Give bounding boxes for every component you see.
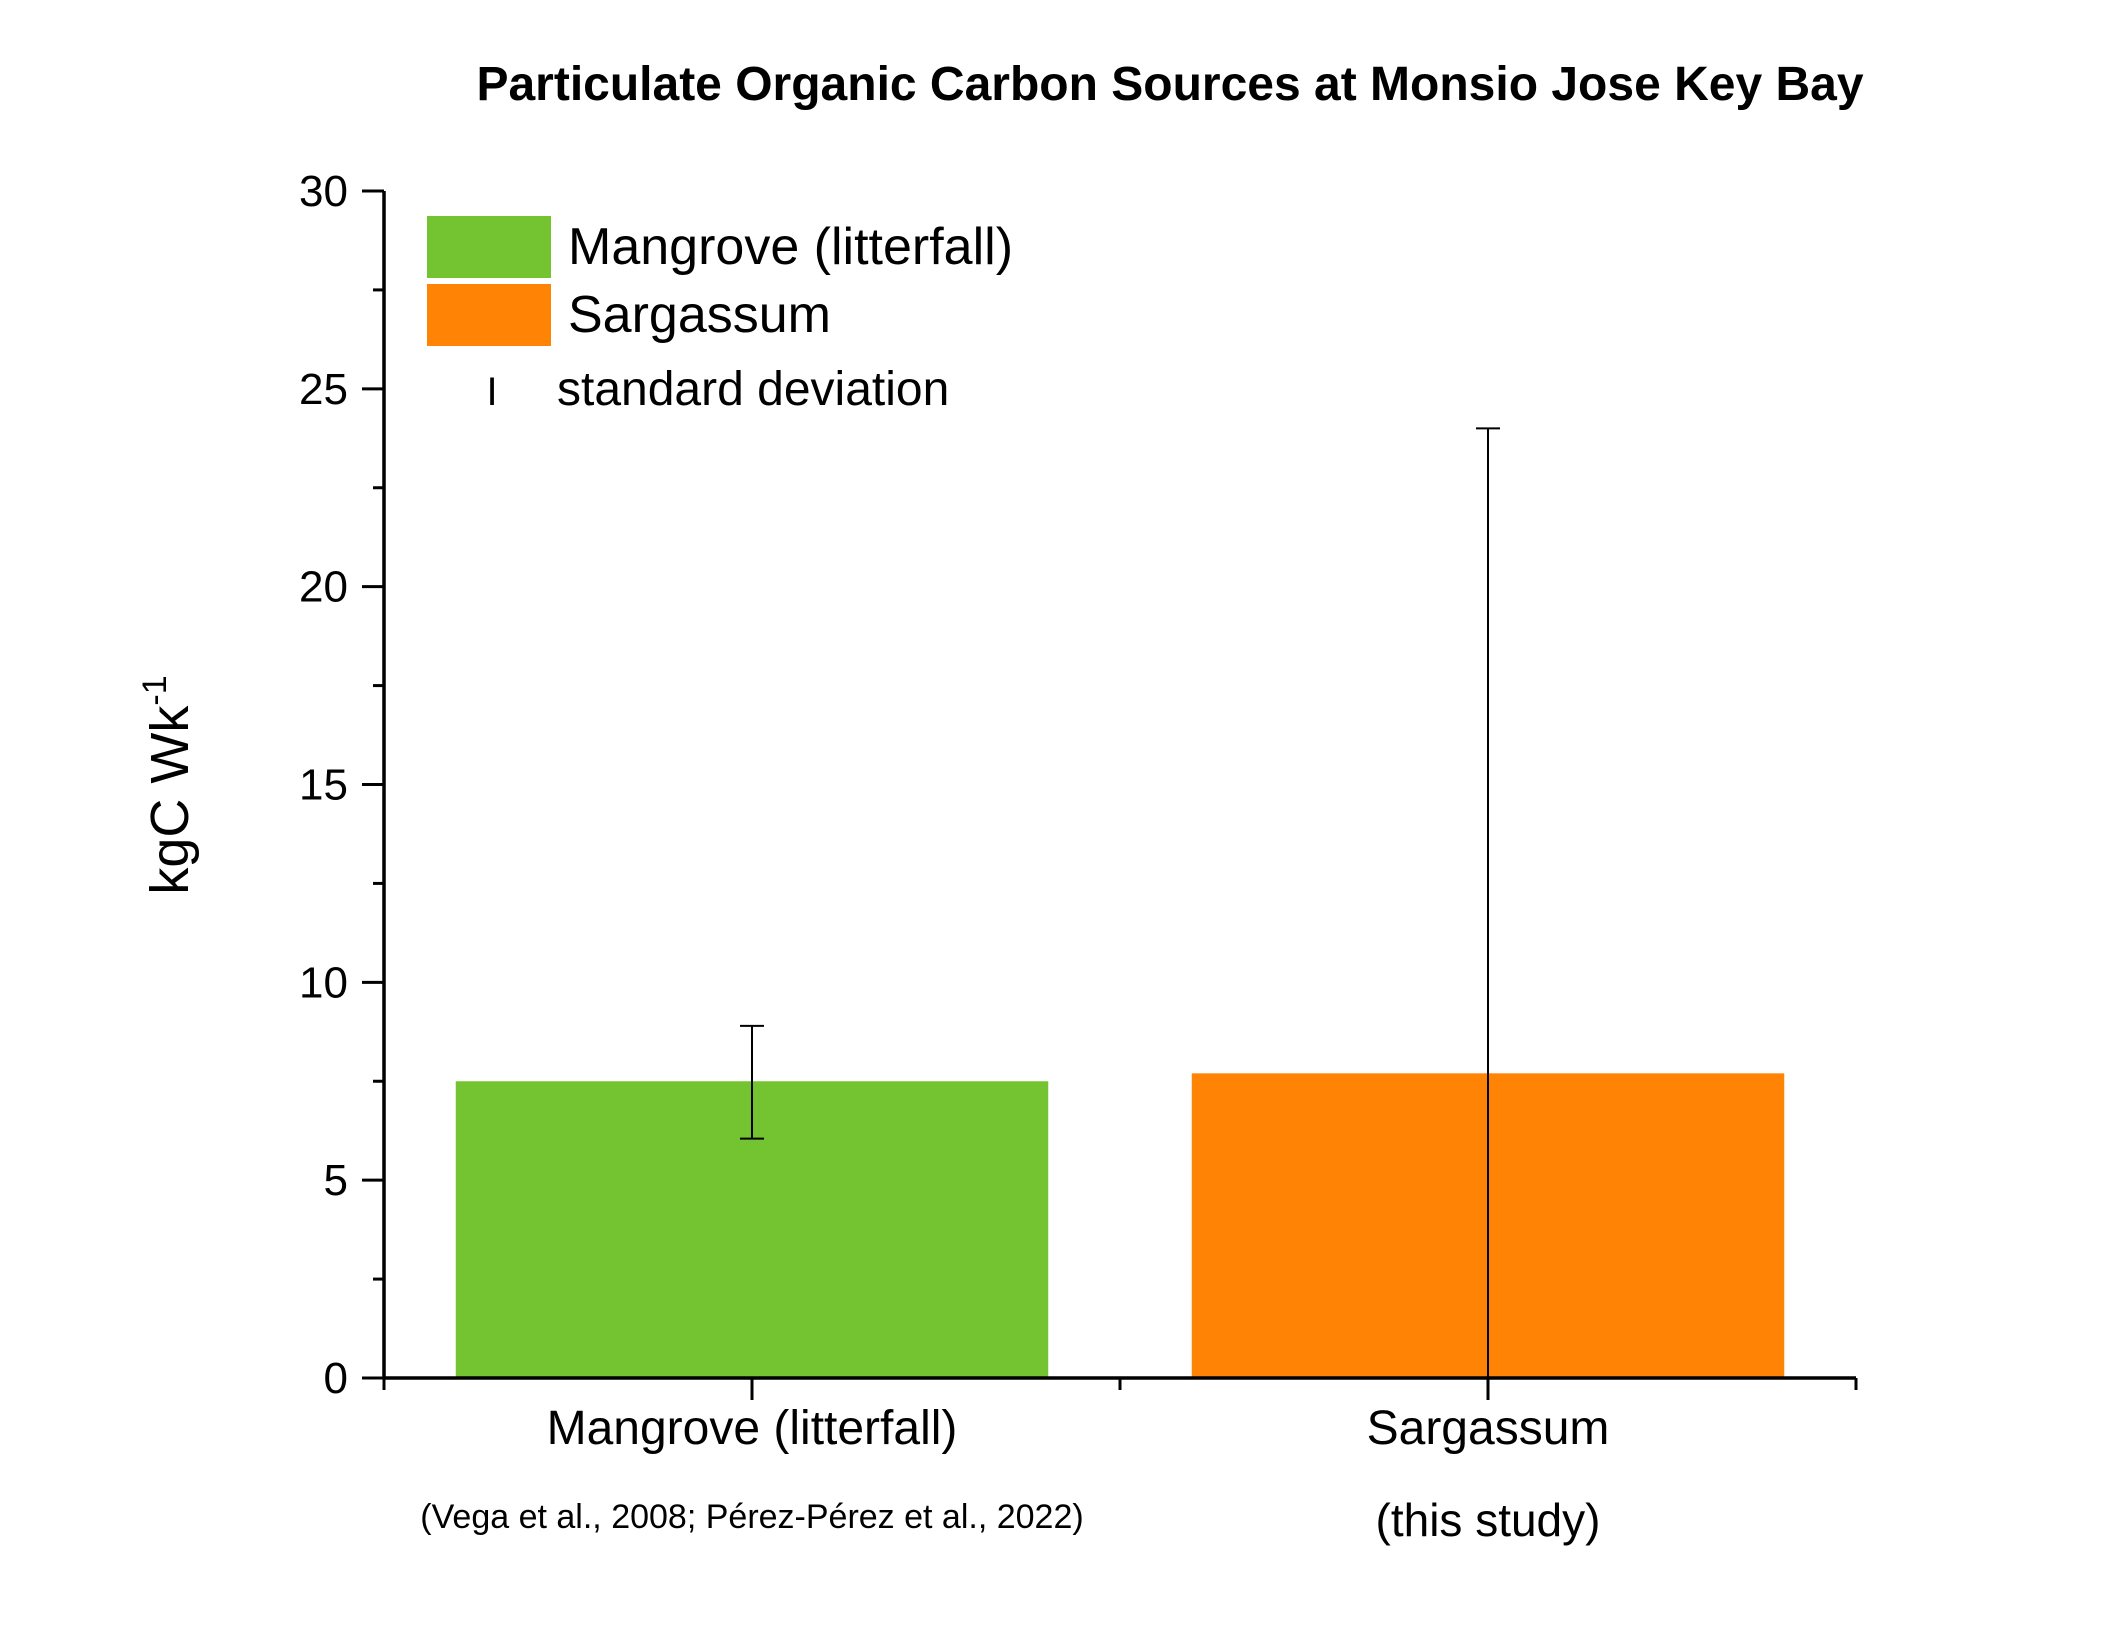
legend-swatch (427, 284, 551, 346)
y-tick-label: 0 (324, 1354, 348, 1403)
y-tick-label: 15 (299, 761, 348, 810)
error-bars (740, 427, 1500, 1378)
y-axis-label-superscript: -1 (136, 675, 174, 705)
legend-error-marker: I (486, 370, 497, 414)
y-tick-label: 20 (299, 563, 348, 612)
legend-label: Sargassum (568, 286, 831, 344)
x-axis-ticks (382, 1378, 1858, 1400)
category-citation: (Vega et al., 2008; Pérez-Pérez et al., … (420, 1498, 1083, 1536)
category-labels: Mangrove (litterfall) Sargassum (Vega et a… (420, 1402, 1609, 1546)
y-axis-label-text: kgC Wk (140, 705, 200, 895)
y-axis-label: kgC Wk-1 (136, 675, 200, 894)
y-tick-label: 30 (299, 167, 348, 216)
x-tick-label: Mangrove (litterfall) (547, 1402, 958, 1455)
category-citation: (this study) (1376, 1494, 1601, 1546)
y-axis-ticks: 0 5 10 15 20 25 30 (299, 167, 384, 1403)
y-tick-label: 10 (299, 958, 348, 1007)
legend: Mangrove (litterfall) Sargassum I standard … (427, 216, 1013, 416)
legend-label: Mangrove (litterfall) (568, 218, 1013, 276)
chart-title: Particulate Organic Carbon Sources at Mo… (476, 58, 1863, 111)
y-tick-label: 5 (324, 1156, 348, 1205)
y-tick-label: 25 (299, 365, 348, 414)
x-tick-label: Sargassum (1367, 1402, 1610, 1455)
legend-label: standard deviation (557, 363, 949, 416)
legend-swatch (427, 216, 551, 278)
bars (455, 1073, 1785, 1378)
